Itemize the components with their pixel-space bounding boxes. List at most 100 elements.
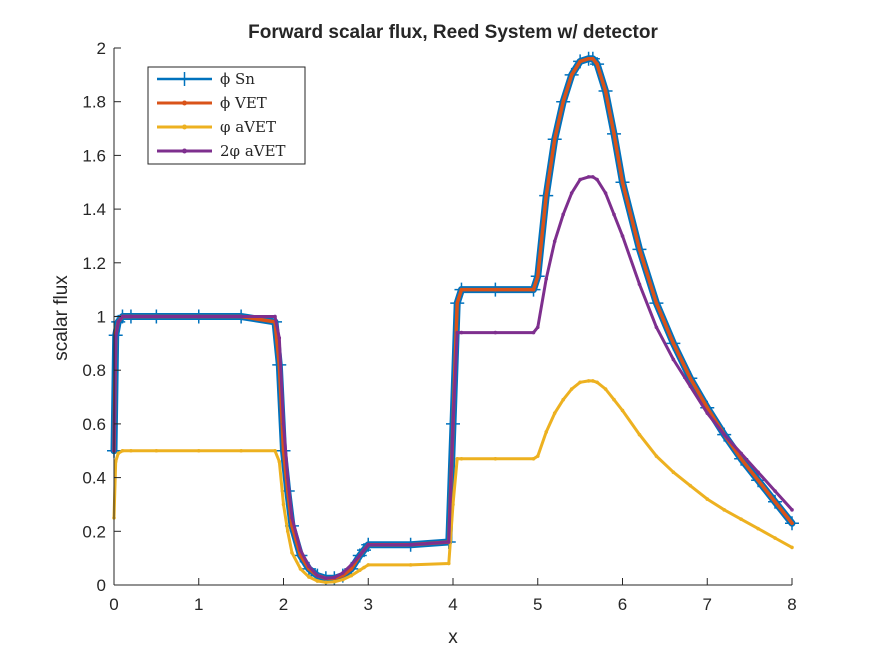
data-point — [285, 529, 290, 534]
legend-plus-marker — [177, 72, 192, 86]
data-point — [578, 59, 582, 64]
data-point — [290, 516, 294, 520]
data-point — [790, 521, 794, 526]
data-point — [455, 457, 460, 461]
data-point — [739, 451, 743, 456]
data-point — [595, 177, 599, 182]
data-point — [332, 575, 337, 580]
data-point — [705, 411, 710, 415]
data-point — [362, 548, 366, 552]
series-line — [112, 379, 794, 584]
data-point — [332, 579, 337, 584]
data-point — [535, 454, 540, 458]
data-point — [307, 575, 311, 579]
data-point — [451, 502, 455, 507]
data-point — [154, 448, 159, 453]
data-point — [586, 175, 591, 179]
data-point — [196, 314, 201, 319]
data-point — [341, 577, 345, 582]
data-point — [544, 430, 549, 434]
legend-entry-varphi-avet: φ aVET — [157, 118, 276, 136]
data-point — [349, 567, 354, 571]
data-point — [455, 301, 460, 305]
data-point — [671, 341, 676, 346]
data-point — [722, 432, 726, 437]
x-axis-label: x — [448, 627, 458, 648]
data-point — [281, 422, 286, 426]
data-point — [290, 550, 294, 555]
x-tick-label: 8 — [787, 595, 796, 614]
data-point — [239, 314, 243, 319]
data-point — [531, 287, 536, 292]
data-point — [603, 89, 608, 93]
data-point — [349, 563, 354, 567]
data-point — [586, 56, 591, 61]
data-point — [722, 508, 726, 512]
data-point — [688, 376, 693, 381]
legend-dot-marker — [182, 148, 187, 154]
data-point — [612, 212, 616, 217]
data-point — [273, 314, 277, 319]
data-point — [366, 563, 371, 567]
data-point — [535, 325, 540, 330]
legend-label-varphi-avet: φ aVET — [220, 118, 276, 136]
data-point — [315, 573, 320, 578]
y-tick-label: 0.4 — [82, 469, 106, 488]
data-point — [654, 325, 659, 330]
data-point — [493, 457, 498, 461]
data-point — [586, 379, 591, 383]
data-point — [603, 387, 608, 391]
data-point — [120, 448, 125, 453]
data-point — [307, 564, 311, 569]
data-point — [591, 56, 595, 61]
y-axis-label: scalar flux — [51, 275, 72, 361]
legend-dot-marker — [182, 124, 187, 130]
y-tick-label: 1.4 — [82, 200, 106, 219]
legend-label-2varphi-avet: 2φ aVET — [220, 142, 286, 160]
data-point — [756, 478, 760, 483]
x-tick-label: 1 — [194, 595, 203, 614]
data-point — [129, 448, 133, 453]
data-point — [671, 357, 676, 362]
data-point — [637, 432, 642, 437]
data-point — [154, 314, 159, 319]
data-point — [446, 561, 451, 566]
data-point — [637, 282, 642, 287]
chart-title: Forward scalar flux, Reed System w/ dete… — [248, 22, 658, 43]
data-point — [239, 448, 243, 453]
data-point — [612, 397, 616, 402]
data-point — [688, 483, 693, 488]
data-point — [671, 470, 676, 475]
x-tick-label: 6 — [618, 595, 627, 614]
data-point — [298, 567, 303, 571]
data-point — [591, 379, 595, 383]
data-point — [773, 489, 777, 493]
data-point — [451, 422, 455, 426]
data-point — [739, 457, 743, 461]
data-point — [578, 380, 582, 385]
data-point — [756, 470, 760, 475]
data-point — [281, 502, 286, 507]
data-point — [493, 330, 498, 335]
data-point — [654, 301, 659, 305]
y-tick-label: 0.2 — [82, 522, 106, 541]
y-tick-label: 1 — [97, 308, 106, 327]
data-point — [603, 191, 608, 195]
data-point — [552, 137, 557, 142]
data-point — [113, 336, 118, 340]
data-point — [705, 405, 710, 410]
axes-layer: 0 1 2 3 4 5 6 7 8 0 0.2 0.4 0.6 0.8 1 1.2 1.4 1.6 1.8 2 — [82, 39, 796, 614]
data-point — [531, 457, 536, 461]
data-point — [654, 454, 659, 458]
data-point — [357, 553, 362, 558]
y-tick-label: 1.6 — [82, 146, 106, 165]
data-point — [535, 274, 540, 279]
data-point — [552, 411, 557, 415]
x-tick-label: 2 — [279, 595, 288, 614]
data-point — [446, 540, 451, 544]
data-point — [324, 576, 328, 581]
y-tick-label: 0 — [97, 576, 106, 595]
data-point — [612, 132, 616, 136]
data-point — [591, 175, 595, 179]
